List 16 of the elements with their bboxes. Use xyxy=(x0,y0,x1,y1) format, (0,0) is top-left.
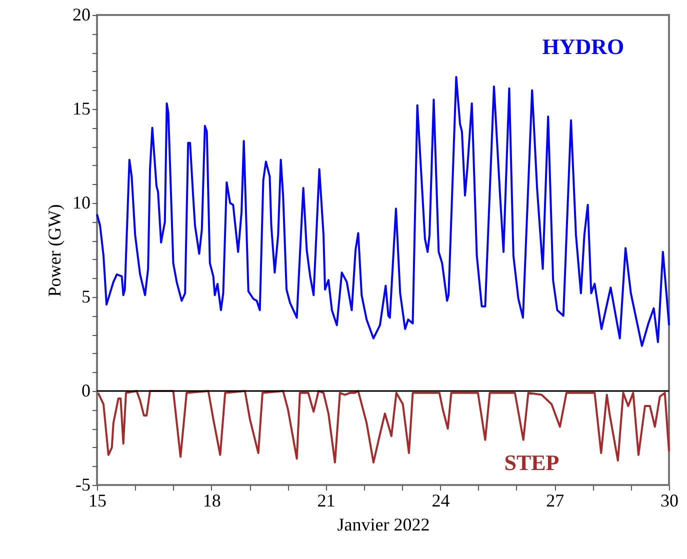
x-tick-label: 18 xyxy=(202,490,221,510)
y-tick-label: 0 xyxy=(82,380,90,400)
x-tick-label: 30 xyxy=(660,490,678,510)
x-tick-label: 24 xyxy=(432,490,450,510)
x-axis-title: Janvier 2022 xyxy=(337,514,430,534)
y-tick-label: 15 xyxy=(72,98,90,118)
x-tick-label: 27 xyxy=(546,490,564,510)
y-axis-title: Power (GW) xyxy=(44,204,64,297)
y-tick-label: 20 xyxy=(72,4,90,24)
series-label: STEP xyxy=(504,450,560,475)
y-tick-label: 5 xyxy=(82,286,90,306)
series-label: HYDRO xyxy=(542,34,624,59)
y-tick-label: 10 xyxy=(72,192,90,212)
x-tick-label: 21 xyxy=(317,490,336,510)
y-tick-label: -5 xyxy=(76,474,90,494)
line-series xyxy=(96,76,670,347)
